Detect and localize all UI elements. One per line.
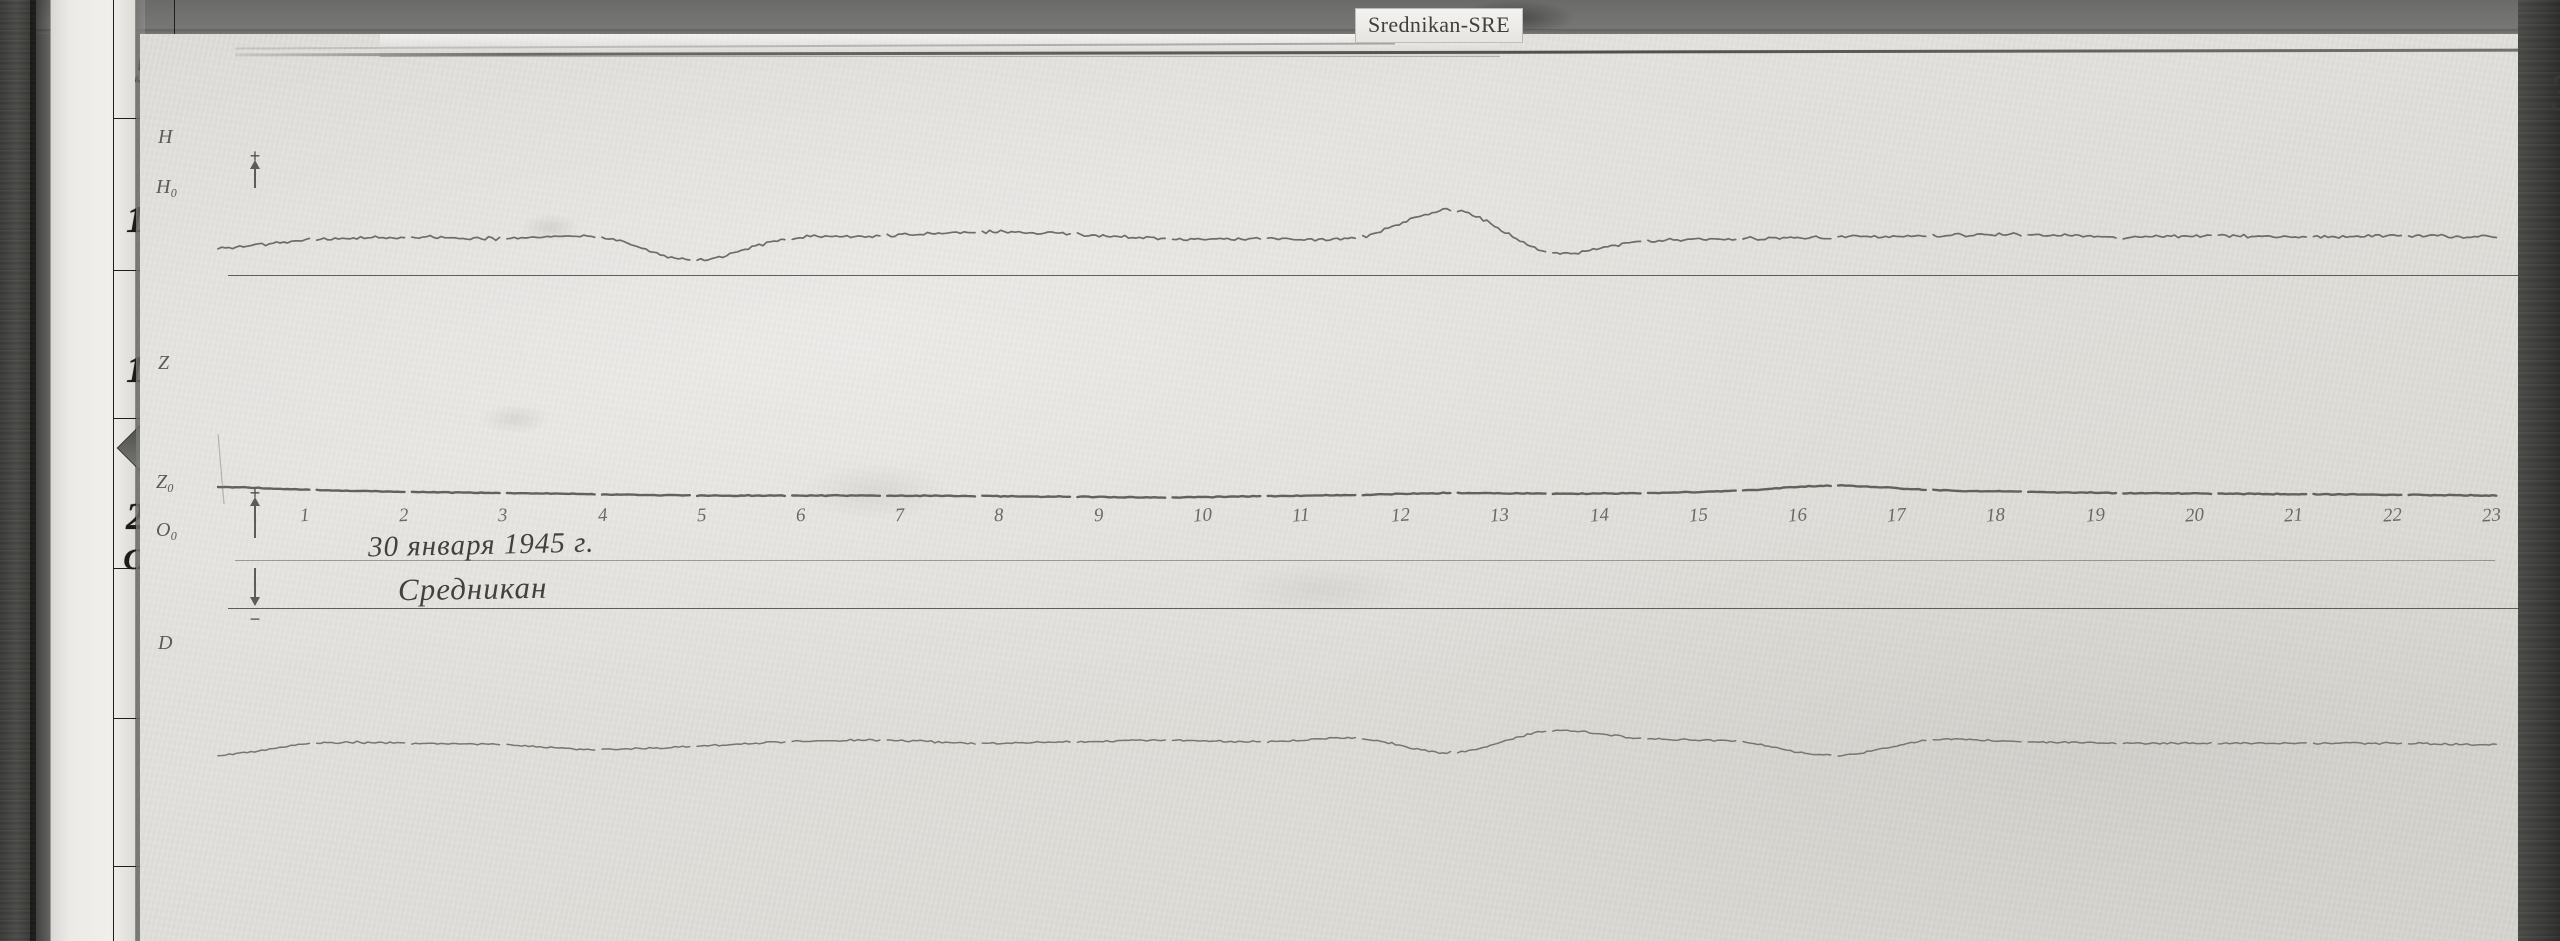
baseline-o0 — [228, 608, 2528, 609]
baseline-label-h0: H₀ — [156, 176, 178, 198]
caption-date: 30 января 1945 г. — [367, 526, 595, 564]
trace-label-h: H — [158, 126, 173, 148]
h-sign-plus: + — [249, 146, 261, 166]
baseline-z0 — [235, 560, 2495, 561]
z-timing-tick — [217, 433, 225, 505]
trace-h-curve — [217, 207, 2498, 262]
trace-plot-area — [216, 207, 2498, 757]
z-sign-plus: + — [249, 483, 261, 503]
centimeter-ruler: 5 10 15 20 Cm — [50, 0, 175, 941]
table-background-right — [2518, 0, 2560, 941]
baseline-label-z0: Z₀ — [156, 471, 175, 493]
d-sign-minus: − — [249, 609, 261, 629]
z-direction-arrow-shaft — [254, 504, 256, 538]
d-direction-arrow-head — [250, 597, 260, 606]
baseline-label-o0: O₀ — [156, 519, 178, 541]
ruler-shadow — [30, 0, 52, 941]
trace-d-curve — [217, 729, 2498, 757]
caption-place: Средникан — [397, 569, 548, 608]
trace-label-z: Z — [158, 352, 170, 374]
baseline-h0 — [228, 275, 2518, 276]
h-direction-arrow-head — [250, 160, 260, 169]
trace-z-curve — [216, 484, 2498, 499]
d-direction-arrow-shaft — [254, 568, 256, 600]
top-dark-band — [36, 0, 2518, 34]
trace-h-group — [217, 207, 2498, 262]
trace-d-group — [217, 729, 2498, 757]
trace-z-group — [216, 433, 2498, 505]
magnetogram-sheet: 30 H H₀ + Z + Z₀ O₀ − D 1 2 3 4 5 6 7 8 9 10 11 12 1… — [140, 34, 2560, 941]
trace-label-d: D — [158, 632, 173, 654]
observatory-title-label: Srednikan-SRE — [1355, 8, 1524, 43]
z-direction-arrow-head — [250, 497, 260, 506]
h-direction-arrow-shaft — [254, 166, 256, 188]
